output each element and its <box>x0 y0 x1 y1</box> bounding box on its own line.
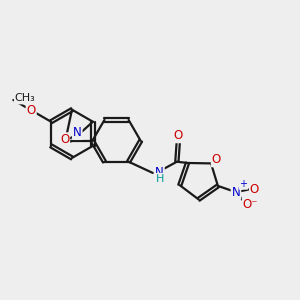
Text: H: H <box>156 174 164 184</box>
Text: O: O <box>60 133 69 146</box>
Text: N: N <box>155 166 164 178</box>
Text: O: O <box>174 129 183 142</box>
Text: N: N <box>73 126 82 139</box>
Text: O: O <box>250 183 259 196</box>
Text: CH₃: CH₃ <box>15 94 35 103</box>
Text: N: N <box>232 186 240 199</box>
Text: O: O <box>212 153 221 167</box>
Text: O⁻: O⁻ <box>243 198 258 211</box>
Text: O: O <box>26 104 36 117</box>
Text: +: + <box>239 179 247 189</box>
